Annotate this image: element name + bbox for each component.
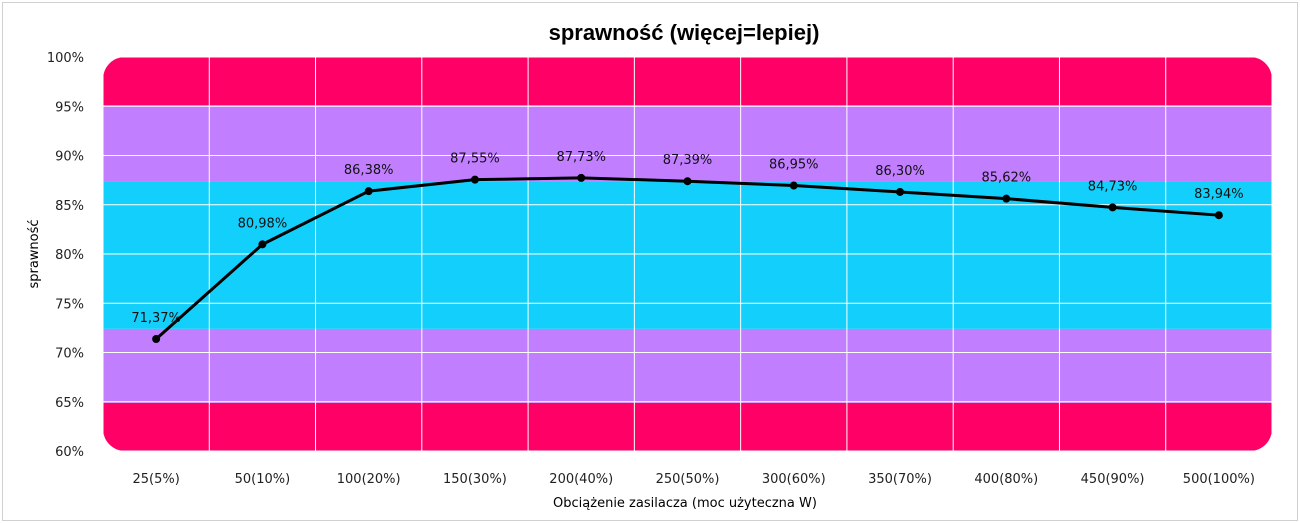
data-label: 87,55% (450, 152, 500, 167)
band-4 (103, 105, 1272, 182)
x-tick-label: 150(30%) (443, 472, 507, 487)
y-tick-label: 95% (55, 100, 84, 115)
band-3 (103, 181, 1272, 329)
data-label: 86,38% (344, 163, 394, 178)
y-tick-label: 80% (55, 248, 84, 263)
x-tick-label: 200(40%) (549, 472, 613, 487)
y-tick-label: 70% (55, 347, 84, 362)
x-tick-label: 400(80%) (974, 472, 1038, 487)
data-label: 87,39% (663, 153, 713, 168)
data-label: 83,94% (1194, 187, 1244, 202)
data-point (364, 187, 373, 196)
data-point (1002, 194, 1011, 203)
data-point (470, 175, 479, 184)
x-tick-label: 100(20%) (337, 472, 401, 487)
data-label: 86,95% (769, 158, 819, 173)
data-label: 86,30% (875, 164, 925, 179)
y-tick-label: 90% (55, 150, 84, 165)
data-point (1108, 203, 1117, 212)
data-point (1214, 211, 1223, 220)
band-5 (103, 57, 1272, 106)
x-tick-label: 450(90%) (1081, 472, 1145, 487)
data-label: 84,73% (1088, 179, 1138, 194)
x-tick-label: 300(60%) (762, 472, 826, 487)
data-labels: 71,37% 80,98% 86,38% 87,55% 87,73% 87,39% 86,9… (131, 150, 1243, 326)
x-tick-label: 25(5%) (132, 472, 179, 487)
gridlines (102, 56, 1273, 452)
x-tick-label: 250(50%) (656, 472, 720, 487)
data-point (789, 181, 798, 190)
data-label: 71,37% (131, 311, 181, 326)
data-point (896, 187, 905, 196)
data-label: 87,73% (556, 150, 606, 165)
data-point (258, 240, 267, 249)
y-tick-label: 65% (55, 396, 84, 411)
series-efficiency (152, 173, 1223, 344)
x-axis-ticks: 25(5%) 50(10%) 100(20%) 150(30%) 200(40%) 250… (132, 472, 1254, 487)
data-point (577, 173, 586, 182)
y-axis-label: sprawność (27, 219, 42, 288)
x-tick-label: 350(70%) (868, 472, 932, 487)
data-label: 85,62% (982, 171, 1032, 186)
data-label: 80,98% (238, 216, 288, 231)
data-point (683, 177, 692, 186)
band-2 (103, 328, 1272, 403)
x-tick-label: 500(100%) (1183, 472, 1255, 487)
y-tick-label: 85% (55, 199, 84, 214)
y-tick-label: 75% (55, 297, 84, 312)
y-axis-ticks: 60% 65% 70% 75% 80% 85% 90% 95% 100% (47, 51, 84, 460)
band-1 (103, 402, 1272, 451)
x-axis-label: Obciążenie zasilacza (moc użyteczna W) (553, 496, 817, 511)
data-point (152, 335, 161, 344)
y-tick-label: 60% (55, 445, 84, 460)
y-tick-label: 100% (47, 51, 84, 66)
x-tick-label: 50(10%) (235, 472, 291, 487)
chart-title: sprawność (więcej=lepiej) (549, 20, 820, 45)
